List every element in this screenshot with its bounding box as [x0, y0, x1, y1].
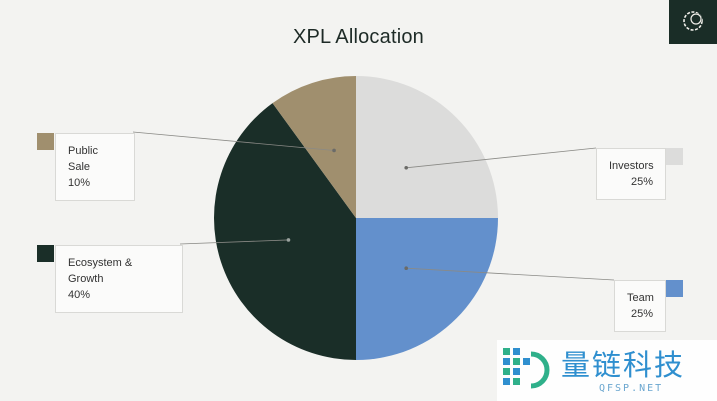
pie-slice-public-sale	[272, 76, 356, 218]
leader-line-team	[406, 267, 615, 281]
legend-label: Investors	[609, 160, 654, 172]
watermark-subtext: QFSP.NET	[599, 383, 664, 394]
leader-dot-team	[404, 266, 409, 271]
legend-value: 25%	[630, 176, 653, 188]
legend-label: Ecosystem & Growth	[68, 257, 133, 285]
leader-line-investors	[406, 147, 597, 169]
leader-line-ecosystem-growth	[179, 239, 289, 245]
legend-swatch-public-sale	[37, 133, 54, 150]
legend-value: 25%	[630, 308, 653, 320]
legend-label: Team	[627, 292, 654, 304]
brand-logo-icon	[683, 11, 703, 31]
chart-title: XPL Allocation	[292, 26, 425, 48]
legend-card-team: Team 25%	[614, 280, 666, 332]
leader-dot-ecosystem-growth	[286, 238, 291, 242]
watermark: 量链科技 QFSP.NET	[497, 340, 717, 401]
watermark-text: 量链科技	[561, 348, 686, 382]
pie-slice-team	[356, 218, 498, 360]
leader-dot-investors	[404, 165, 409, 170]
leader-line-public-sale	[132, 131, 335, 151]
legend-card-investors: Investors 25%	[596, 148, 666, 200]
brand-badge	[669, 0, 717, 44]
legend-label: Public Sale	[68, 145, 98, 173]
watermark-logo-icon	[503, 348, 550, 389]
legend-value: 10%	[68, 177, 91, 189]
legend-swatch-ecosystem-growth	[37, 245, 54, 262]
leader-dot-public-sale	[332, 148, 336, 153]
legend-card-public-sale: Public Sale 10%	[55, 133, 135, 201]
legend-card-ecosystem-growth: Ecosystem & Growth 40%	[55, 245, 183, 313]
legend-swatch-investors	[666, 148, 683, 165]
legend-swatch-team	[666, 280, 683, 297]
pie-slice-investors	[356, 76, 498, 218]
legend-value: 40%	[68, 289, 91, 301]
pie-slice-ecosystem-growth	[213, 103, 356, 361]
